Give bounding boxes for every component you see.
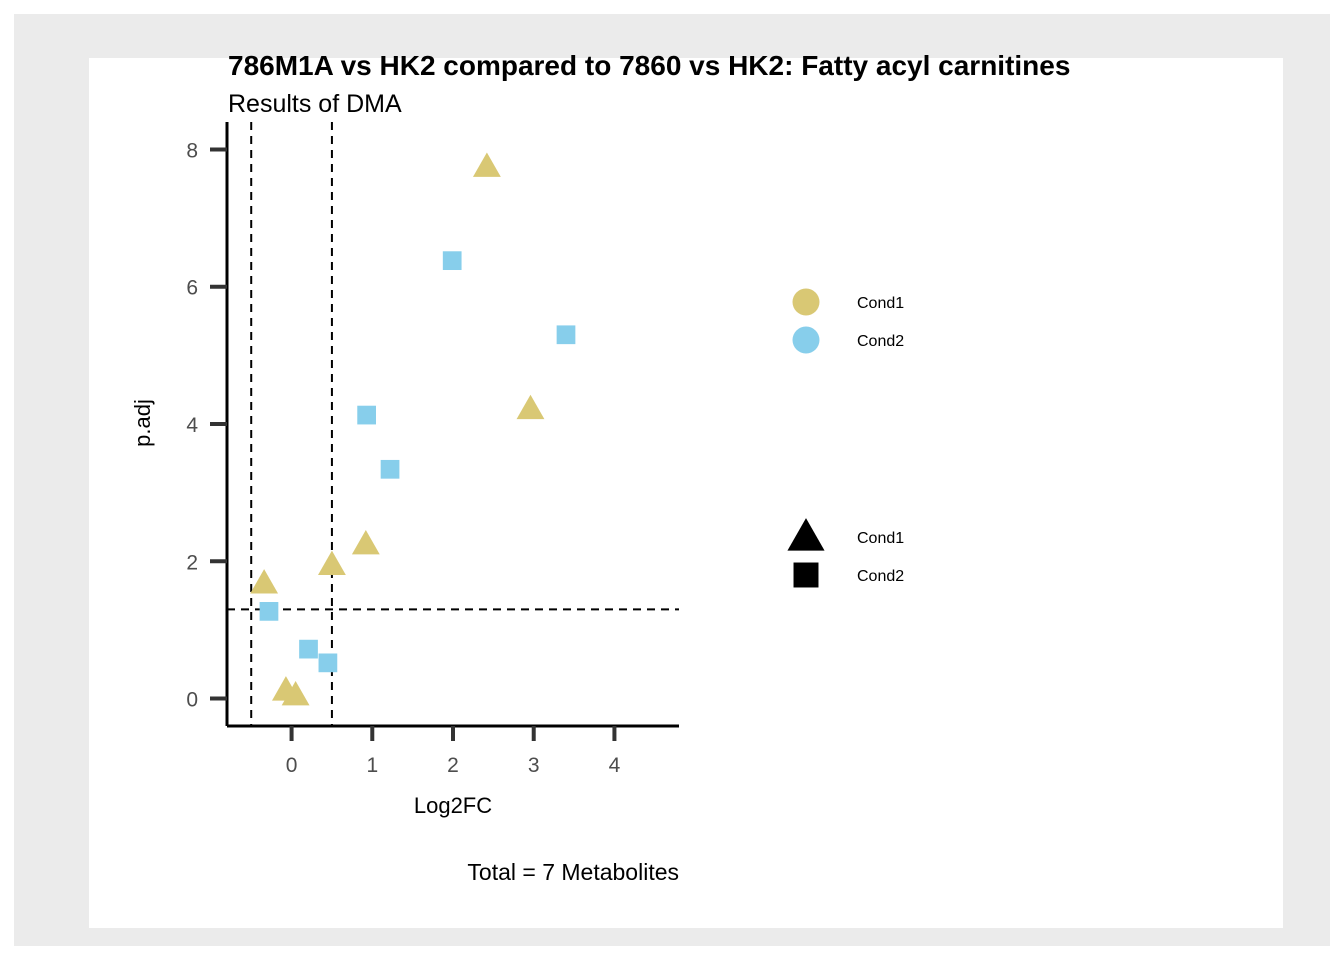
x-tick-label: 1 bbox=[366, 754, 378, 777]
x-tick-label: 3 bbox=[528, 754, 540, 777]
point-cond2-square bbox=[380, 459, 400, 479]
chart-title: 786M1A vs HK2 compared to 7860 vs HK2: F… bbox=[228, 50, 1070, 81]
point-cond1-triangle bbox=[516, 394, 545, 420]
point-cond2-square bbox=[318, 653, 338, 673]
y-tick-label: 6 bbox=[186, 277, 198, 300]
y-tick-label: 4 bbox=[186, 414, 198, 437]
point-cond1-triangle bbox=[281, 680, 310, 706]
point-cond1-triangle bbox=[318, 550, 346, 575]
y-tick-label: 0 bbox=[186, 689, 198, 712]
legend-color-key bbox=[792, 326, 820, 354]
x-tick-label: 0 bbox=[286, 754, 298, 777]
data-points bbox=[250, 152, 576, 706]
caption-total: Total = 7 Metabolites bbox=[467, 859, 679, 885]
y-axis-title: p.adj bbox=[130, 399, 155, 447]
point-cond2-square bbox=[299, 639, 318, 659]
plot-panel bbox=[89, 58, 1283, 928]
reference-lines bbox=[227, 122, 679, 726]
legend: Cond1 Cond2 Cond1 Cond2 bbox=[787, 288, 904, 588]
x-axis-title: Log2FC bbox=[414, 793, 492, 818]
point-cond1-triangle bbox=[250, 569, 279, 594]
legend-shape-label: Cond2 bbox=[857, 568, 904, 585]
legend-shape-label: Cond1 bbox=[857, 530, 904, 547]
legend-color-label: Cond1 bbox=[857, 295, 904, 312]
legend-shape-key bbox=[793, 562, 819, 588]
plot-background bbox=[14, 14, 1330, 946]
y-tick-label: 2 bbox=[186, 551, 198, 574]
legend-color-label: Cond2 bbox=[857, 333, 904, 350]
point-cond1-triangle bbox=[472, 152, 501, 177]
point-cond2-square bbox=[259, 602, 279, 621]
point-cond1-triangle bbox=[351, 529, 380, 555]
point-cond2-square bbox=[556, 325, 576, 345]
point-cond2-square bbox=[442, 251, 462, 271]
chart-subtitle: Results of DMA bbox=[228, 90, 402, 118]
y-tick-label: 8 bbox=[186, 139, 198, 162]
point-cond2-square bbox=[357, 405, 376, 425]
axes-layer: 0 1 2 3 4 0 2 4 6 8 bbox=[186, 122, 679, 777]
legend-shape-key bbox=[787, 518, 825, 551]
x-tick-label: 4 bbox=[609, 754, 621, 777]
x-tick-label: 2 bbox=[447, 754, 459, 777]
legend-color-key bbox=[792, 288, 820, 316]
